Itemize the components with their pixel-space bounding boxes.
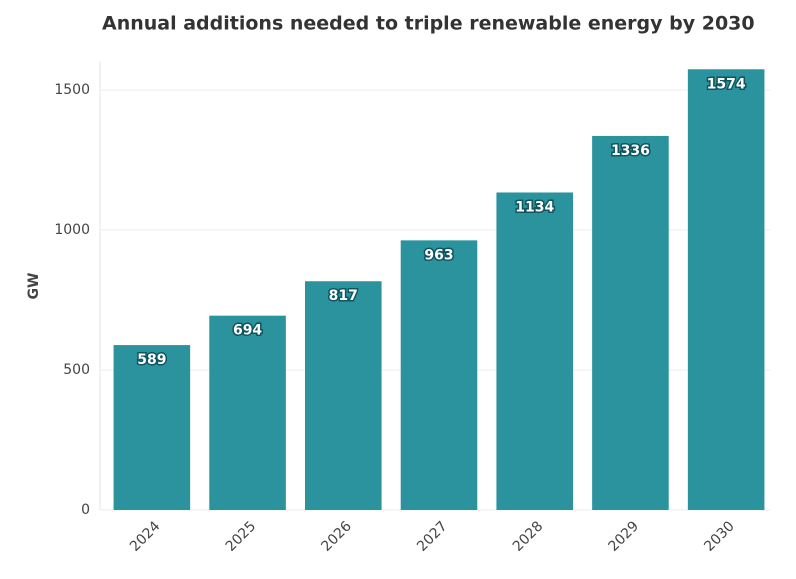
bar bbox=[400, 240, 478, 511]
bar bbox=[687, 69, 765, 510]
y-tick-label: 1000 bbox=[54, 222, 90, 238]
x-tick-label: 2029 bbox=[606, 518, 643, 555]
bar bbox=[305, 281, 382, 510]
x-tick-label: 2028 bbox=[510, 518, 547, 555]
x-tick-label: 2024 bbox=[127, 518, 164, 555]
value-label: 1574 bbox=[707, 76, 746, 92]
x-tick-label: 2026 bbox=[318, 518, 355, 555]
bar bbox=[592, 135, 669, 511]
bar bbox=[496, 192, 573, 511]
y-tick-label: 1500 bbox=[54, 82, 90, 98]
value-label: 1134 bbox=[515, 199, 554, 215]
x-tick-label: 2025 bbox=[223, 518, 260, 555]
value-label: 1336 bbox=[611, 143, 650, 159]
bar bbox=[113, 345, 191, 510]
value-label: 694 bbox=[233, 323, 262, 339]
value-label: 589 bbox=[137, 352, 166, 368]
bar bbox=[209, 315, 286, 510]
chart-title: Annual additions needed to triple renewa… bbox=[102, 13, 755, 35]
y-tick-label: 0 bbox=[81, 502, 90, 518]
x-tick-label: 2030 bbox=[701, 518, 738, 555]
value-label: 817 bbox=[329, 288, 358, 304]
y-tick-label: 500 bbox=[63, 362, 90, 378]
x-tick-label: 2027 bbox=[414, 518, 451, 555]
y-axis-label: GW bbox=[26, 273, 42, 300]
value-label: 963 bbox=[424, 247, 453, 263]
